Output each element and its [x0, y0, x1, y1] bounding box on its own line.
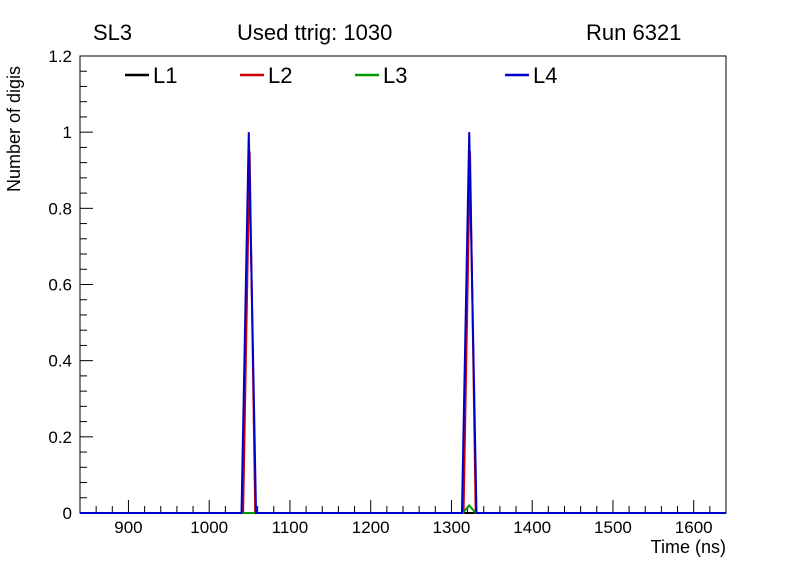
y-tick-label: 0.2 [48, 428, 72, 447]
x-tick-label: 1600 [675, 518, 713, 537]
series-line-L2 [80, 151, 726, 514]
legend-label-L2: L2 [268, 63, 292, 88]
series-line-L4 [80, 132, 726, 514]
x-tick-label: 900 [114, 518, 142, 537]
legend-label-L1: L1 [153, 63, 177, 88]
y-axis-title: Number of digis [4, 66, 24, 192]
y-tick-label: 1 [63, 123, 72, 142]
y-tick-label: 0.8 [48, 199, 72, 218]
y-tick-label: 0 [63, 504, 72, 523]
x-tick-label: 1000 [190, 518, 228, 537]
plot-title: Used ttrig: 1030 [237, 20, 393, 45]
x-tick-label: 1400 [513, 518, 551, 537]
plot-frame [79, 55, 727, 514]
x-tick-label: 1200 [352, 518, 390, 537]
x-tick-label: 1500 [594, 518, 632, 537]
legend-label-L3: L3 [383, 63, 407, 88]
pad-label-sl: SL3 [93, 20, 133, 45]
x-tick-label: 1100 [272, 518, 309, 537]
x-tick-label: 1300 [433, 518, 471, 537]
y-tick-label: 0.4 [48, 352, 72, 371]
y-tick-label: 0.6 [48, 276, 72, 295]
run-label: Run 6321 [586, 20, 682, 45]
x-axis-title: Time (ns) [651, 537, 726, 557]
legend-label-L4: L4 [533, 63, 557, 88]
y-tick-label: 1.2 [48, 47, 72, 66]
